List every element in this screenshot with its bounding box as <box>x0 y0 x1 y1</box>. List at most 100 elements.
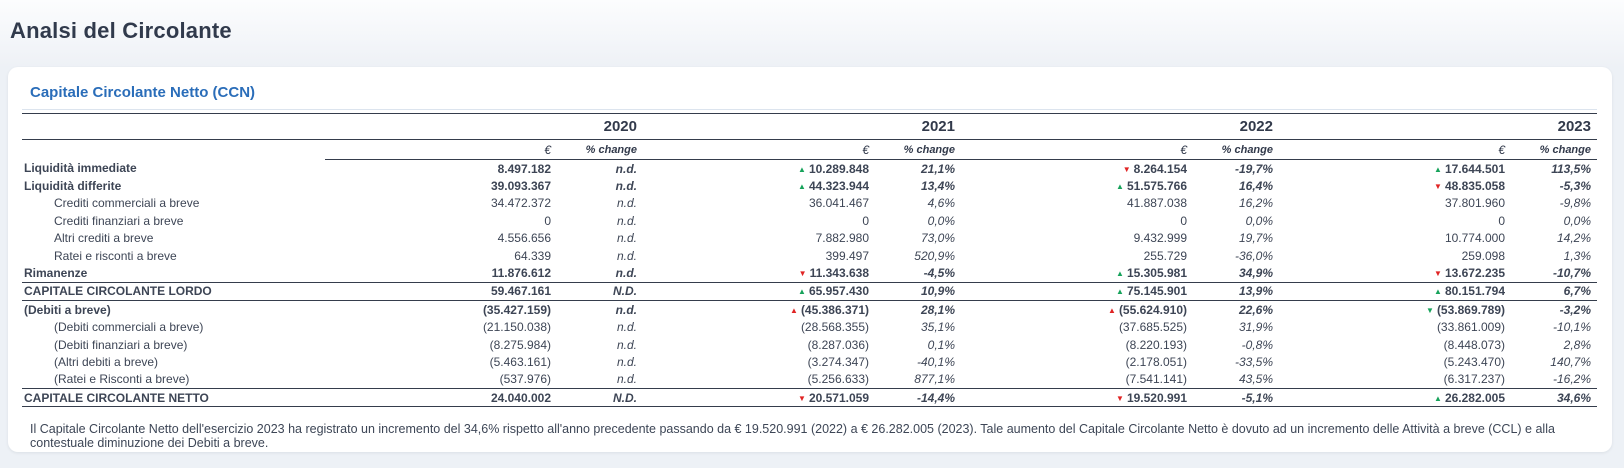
change-cell: -40,1% <box>916 354 955 369</box>
table-row: Liquidità immediate 8.497.182 n.d. ▲ 10.289.… <box>22 160 1597 178</box>
euro-subheader-2020: € <box>325 139 553 160</box>
change-cell: 877,1% <box>914 372 955 387</box>
table-row: (Debiti commerciali a breve) (21.150.038)… <box>22 319 1597 336</box>
value-cell: 259.098 <box>1461 248 1505 263</box>
change-cell: 13,4% <box>920 179 955 194</box>
row-label: CAPITALE CIRCOLANTE LORDO <box>22 281 325 302</box>
triangle-down-icon: ▼ <box>798 269 807 279</box>
change-cell: 0,0% <box>927 213 955 228</box>
change-cell: n.d. <box>553 281 643 302</box>
value-cell: (5.463.161) <box>489 354 551 369</box>
change-cell: n.d. <box>616 354 637 369</box>
value-cell: ▼ 8.264.154 <box>1122 161 1187 176</box>
change-cell: -19,7% <box>1234 161 1273 176</box>
value-cell: 0 <box>862 213 869 228</box>
card-title: Capitale Circolante Netto (CCN) <box>22 82 1597 110</box>
triangle-up-icon: ▲ <box>1116 182 1124 192</box>
row-label: Rimanenze <box>24 266 88 281</box>
change-cell: 22,6% <box>1238 302 1273 317</box>
value-cell: (6.317.237) <box>1443 372 1505 387</box>
triangle-up-icon: ▲ <box>798 164 806 174</box>
triangle-up-icon: ▲ <box>1434 164 1442 174</box>
ccn-table: 2020 2021 2022 2023 €% change €% change €% ch… <box>22 113 1597 408</box>
row-label: (Debiti commerciali a breve) <box>54 320 204 335</box>
change-cell: -14,4% <box>871 388 961 408</box>
year-header-2023: 2023 <box>1279 113 1597 140</box>
change-cell: 6,7% <box>1507 281 1597 302</box>
value-cell: 4.556.656 <box>497 231 551 246</box>
value-cell: 34.472.372 <box>490 196 551 211</box>
row-label: (Debiti finanziari a breve) <box>54 337 188 352</box>
value-cell: (8.448.073) <box>1443 337 1505 352</box>
table-row: (Altri debiti a breve) (5.463.161) n.d. (3.… <box>22 353 1597 370</box>
change-cell: 0,1% <box>927 337 955 352</box>
change-cell: -16,2% <box>1552 372 1591 387</box>
value-cell: (8.287.036) <box>807 337 869 352</box>
euro-subheader-2021: € <box>643 139 871 160</box>
top-bar: Analsi del Circolante <box>0 0 1624 66</box>
triangle-down-icon: ▼ <box>1116 393 1124 403</box>
table-row: CAPITALE CIRCOLANTE LORDO 59.467.161 n.d. ▲… <box>22 281 1597 302</box>
value-cell: (21.150.038) <box>482 320 551 335</box>
value-cell: ▲ 80.151.794 <box>1279 281 1507 302</box>
change-cell: 73,0% <box>920 231 955 246</box>
value-cell: ▼ 11.343.638 <box>798 266 869 281</box>
table-corner <box>22 113 325 140</box>
change-cell: 113,5% <box>1551 161 1591 176</box>
table-row: (Ratei e Risconti a breve) (537.976) n.d. (… <box>22 371 1597 389</box>
row-label: (Ratei e Risconti a breve) <box>54 372 190 387</box>
value-cell: 37.801.960 <box>1444 196 1505 211</box>
value-cell: (3.274.347) <box>807 354 869 369</box>
value-cell: (537.976) <box>499 372 551 387</box>
table-row: (Debiti a breve) (35.427.159) n.d. ▲ (45.386… <box>22 301 1597 319</box>
change-cell: -3,2% <box>1559 302 1591 317</box>
analysis-note: Il Capitale Circolante Netto dell'eserci… <box>30 422 1555 451</box>
subheader-row: €% change €% change €% change €% change <box>22 139 1597 160</box>
triangle-down-icon: ▼ <box>798 393 806 403</box>
year-header-2021: 2021 <box>643 113 961 140</box>
pctchange-subheader-2022: % change <box>1189 139 1279 160</box>
change-cell: -10,7% <box>1552 266 1591 281</box>
value-cell: ▲ 44.323.944 <box>798 179 869 194</box>
change-cell: 520,9% <box>914 248 955 263</box>
value-cell: ▲ 75.145.901 <box>961 281 1189 302</box>
change-cell: -5,3% <box>1559 179 1591 194</box>
value-cell: 0 <box>1180 213 1187 228</box>
value-cell: ▼ (53.869.789) <box>1426 302 1505 317</box>
change-cell: 0,0% <box>1245 213 1273 228</box>
change-cell: 4,6% <box>927 196 955 211</box>
change-cell: 14,2% <box>1556 231 1591 246</box>
euro-subheader-2022: € <box>961 139 1189 160</box>
value-cell: (33.861.009) <box>1436 320 1505 335</box>
change-cell: 19,7% <box>1238 231 1273 246</box>
change-cell: n.d. <box>616 196 637 211</box>
row-label: Crediti commerciali a breve <box>54 196 200 211</box>
value-cell: ▲ 65.957.430 <box>643 281 871 302</box>
value-cell: ▼ 13.672.235 <box>1434 266 1505 281</box>
change-cell: 16,4% <box>1238 179 1273 194</box>
value-cell: ▼ 19.520.991 <box>961 388 1189 408</box>
pctchange-subheader-2023: % change <box>1507 139 1597 160</box>
change-cell: 0,0% <box>1563 213 1591 228</box>
triangle-up-icon: ▲ <box>1116 269 1124 279</box>
value-cell: (8.275.984) <box>489 337 551 352</box>
value-cell: 9.432.999 <box>1133 231 1187 246</box>
value-cell: (7.541.141) <box>1125 372 1187 387</box>
change-cell: -9,8% <box>1559 196 1591 211</box>
table-row: CAPITALE CIRCOLANTE NETTO 24.040.002 n.d. ▼… <box>22 388 1597 408</box>
subheader-corner <box>22 140 325 160</box>
value-cell: ▲ 10.289.848 <box>798 161 869 176</box>
change-cell: n.d. <box>553 388 643 408</box>
triangle-down-icon: ▼ <box>1426 305 1434 315</box>
row-label: Altri crediti a breve <box>54 231 154 246</box>
value-cell: 39.093.367 <box>490 179 551 194</box>
year-header-2020: 2020 <box>325 113 643 140</box>
value-cell: 64.339 <box>514 248 551 263</box>
value-cell: (37.685.525) <box>1118 320 1187 335</box>
value-cell: ▲ (45.386.371) <box>790 302 869 317</box>
value-cell: ▼ 20.571.059 <box>643 388 871 408</box>
change-cell: 16,2% <box>1238 196 1273 211</box>
change-cell: 2,8% <box>1563 337 1591 352</box>
change-cell: 10,9% <box>871 281 961 302</box>
triangle-up-icon: ▲ <box>1116 287 1124 297</box>
